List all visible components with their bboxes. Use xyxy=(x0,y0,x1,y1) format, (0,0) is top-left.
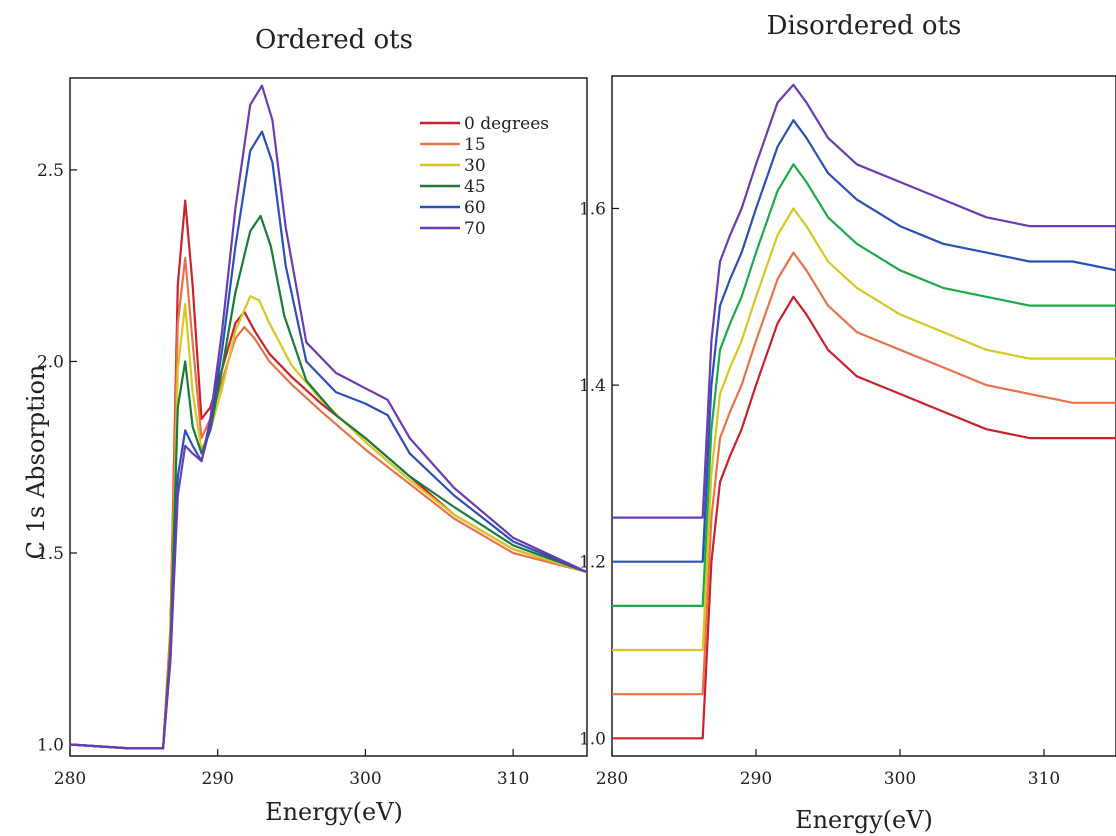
ordered-ots-x-tick-label: 290 xyxy=(201,769,233,789)
ordered-ots-x-tick-label: 300 xyxy=(349,769,381,789)
disordered-ots-y-tick-label: 1.4 xyxy=(579,376,606,396)
ordered-ots-y-tick-label: 2.0 xyxy=(37,352,64,372)
disordered-ots-series-line xyxy=(612,251,1116,696)
disordered-ots-series-line xyxy=(612,163,1116,608)
disordered-ots-series-line xyxy=(612,207,1116,652)
ordered-ots-y-axis-label: C 1s Absorption xyxy=(22,365,50,560)
ordered-ots-series-group xyxy=(70,84,587,750)
ordered-ots-y-tick-label: 1.0 xyxy=(37,736,64,756)
disordered-ots-series-line xyxy=(612,119,1116,563)
ordered-ots-y-tick-label: 1.5 xyxy=(37,544,64,564)
disordered-ots-y-tick-label: 1.2 xyxy=(579,553,606,573)
disordered-ots-x-tick-label: 310 xyxy=(1028,769,1060,789)
ordered-ots-legend-label: 15 xyxy=(464,135,486,155)
ordered-ots-x-tick-label: 310 xyxy=(497,769,529,789)
ordered-ots-series-line xyxy=(70,256,587,750)
ordered-ots-x-tick-label: 280 xyxy=(54,769,86,789)
disordered-ots-plot-area: 280 290 300 310 1.0 1.2 1.4 1.6 xyxy=(579,75,1116,789)
ordered-ots-title: Ordered ots xyxy=(255,25,413,55)
ordered-ots-series-line xyxy=(70,199,587,750)
ordered-ots-legend-label: 30 xyxy=(464,156,486,176)
disordered-ots-series-line xyxy=(612,83,1116,519)
disordered-ots-x-tick-label: 300 xyxy=(884,769,916,789)
ordered-ots-legend-label: 60 xyxy=(464,198,486,218)
disordered-ots-plot-frame xyxy=(611,75,1116,757)
disordered-ots-panel: Disordered ots Energy(eV) 280 290 300 310 1.… xyxy=(579,11,1116,834)
disordered-ots-x-tick-label: 280 xyxy=(596,769,628,789)
ordered-ots-series-line xyxy=(70,130,587,750)
disordered-ots-title: Disordered ots xyxy=(767,11,962,41)
ordered-ots-legend-label: 0 degrees xyxy=(464,114,549,134)
ordered-ots-legend-label: 45 xyxy=(464,177,486,197)
ordered-ots-y-tick-label: 2.5 xyxy=(37,161,64,181)
ordered-ots-series-line xyxy=(70,214,587,750)
ordered-ots-x-axis-label: Energy(eV) xyxy=(265,798,403,826)
disordered-ots-x-axis-label: Energy(eV) xyxy=(795,806,933,834)
ordered-ots-legend-label: 70 xyxy=(464,219,486,239)
disordered-ots-series-group xyxy=(612,83,1116,740)
ordered-ots-plot-frame xyxy=(69,77,588,757)
disordered-ots-y-tick-label: 1.6 xyxy=(579,199,606,219)
disordered-ots-series-line xyxy=(612,295,1116,740)
disordered-ots-x-tick-label: 290 xyxy=(740,769,772,789)
ordered-ots-plot-area: 280 290 300 310 1.0 1.5 2.0 2.5 0 degrees1530456… xyxy=(37,77,588,789)
ordered-ots-series-line xyxy=(70,84,587,750)
disordered-ots-y-tick-label: 1.0 xyxy=(579,729,606,749)
ordered-ots-panel: Ordered ots C 1s Absorption Energy(eV) 2… xyxy=(22,25,588,826)
